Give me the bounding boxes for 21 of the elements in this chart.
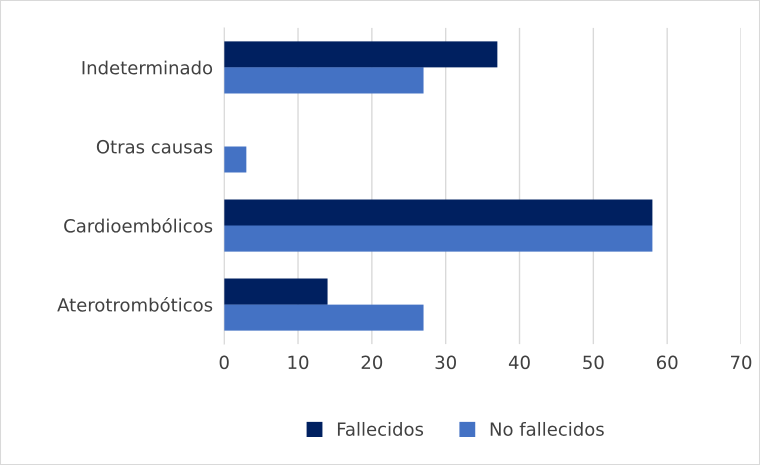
bar [224, 199, 652, 226]
bar [224, 304, 424, 331]
x-tick-label: 20 [362, 356, 382, 370]
y-tick-label: Indeterminado [82, 60, 212, 75]
y-tick-label: Cardioembólicos [64, 218, 212, 233]
x-tick-label: 40 [508, 356, 530, 370]
legend-label: No fallecidos [490, 422, 604, 436]
legend-label: Fallecidos [338, 422, 424, 436]
x-tick-label: 70 [730, 356, 752, 370]
x-tick-label: 50 [583, 356, 604, 370]
bar [224, 226, 652, 252]
bar [224, 41, 498, 68]
y-tick-label: Aterotrombóticos [57, 296, 212, 312]
y-tick-label: Otras causas [96, 140, 212, 154]
bar [224, 146, 246, 173]
bar [224, 67, 424, 94]
x-tick-label: 10 [288, 356, 308, 370]
x-tick-label: 30 [436, 356, 456, 370]
x-tick-label: 0 [220, 356, 229, 370]
x-tick-label: 60 [656, 356, 678, 370]
bar [224, 278, 328, 305]
